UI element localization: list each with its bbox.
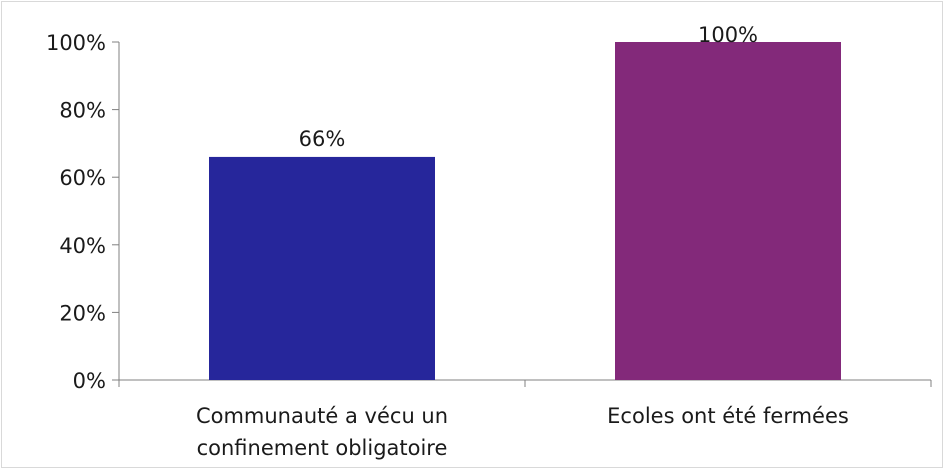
y-tick-label: 20% (59, 301, 106, 325)
y-tick-label: 60% (59, 166, 106, 190)
bar (209, 156, 435, 380)
category-label: confinement obligatoire (197, 436, 448, 460)
category-label: Ecoles ont été fermées (607, 404, 849, 428)
data-label: 100% (698, 23, 758, 47)
y-tick-label: 100% (46, 31, 106, 55)
y-tick-label: 80% (59, 99, 106, 123)
y-tick-label: 0% (73, 369, 106, 393)
category-label: Communauté a vécu un (196, 404, 448, 428)
bar (615, 42, 841, 380)
y-tick-label: 40% (59, 234, 106, 258)
data-label: 66% (299, 127, 346, 151)
